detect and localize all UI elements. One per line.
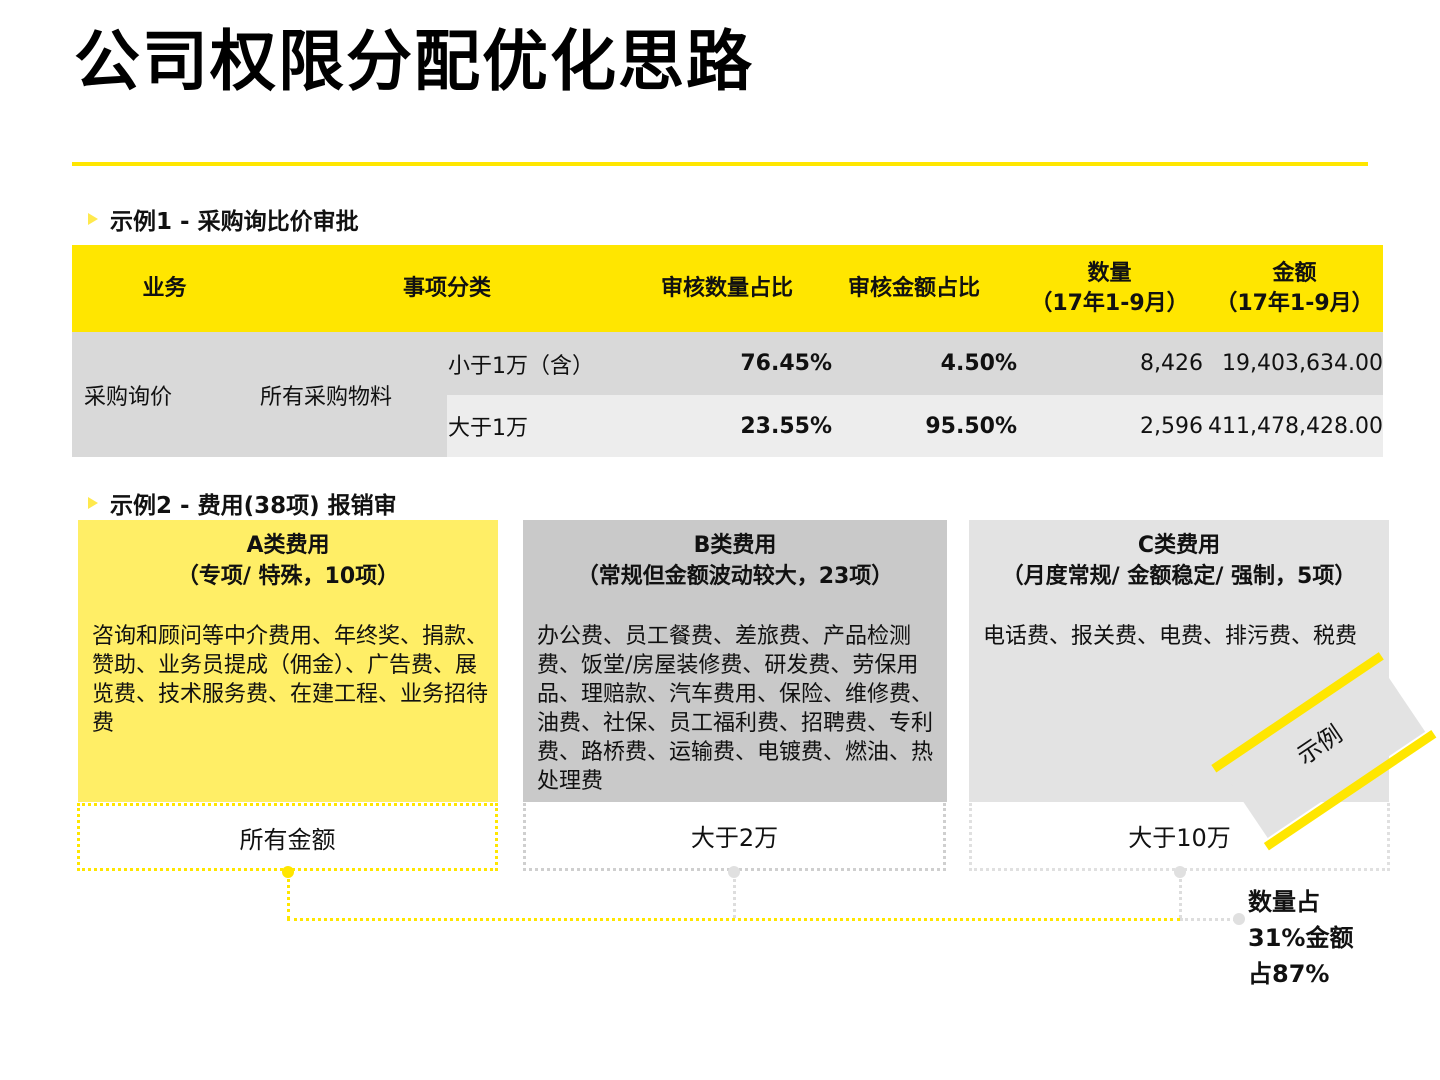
threshold-a: 所有金额 (77, 803, 498, 871)
cell-count-2: 2,596 (1140, 413, 1203, 439)
connector-dot-c (1174, 866, 1186, 878)
card-a-body: 咨询和顾问等中介费用、年终奖、捐款、赞助、业务员提成（佣金）、广告费、展览费、技… (92, 624, 489, 736)
connector-a (287, 872, 290, 920)
threshold-b: 大于2万 (523, 803, 946, 871)
cell-count-ratio-2: 23.55% (740, 413, 832, 439)
connector-dot-b (728, 866, 740, 878)
section-2-heading: 示例2 - 费用(38项) 报销审 (88, 486, 397, 520)
card-c-subtitle: （月度常规/ 金额稳定/ 强制，5项） (1001, 564, 1357, 589)
section-1-heading: 示例1 - 采购询比价审批 (88, 202, 359, 236)
table-body: 采购询价 所有采购物料 小于1万（含） 76.45% 4.50% 8,426 1… (72, 332, 1383, 457)
cell-amount-2: 411,478,428.00 (1208, 413, 1383, 439)
cell-amount-1: 19,403,634.00 (1222, 351, 1383, 376)
summary-text: 数量占 31%金额 占87% (1248, 888, 1354, 988)
header-business: 业务 (142, 275, 187, 301)
connector-c (1179, 872, 1182, 918)
card-c-body: 电话费、报关费、电费、排污费、税费 (983, 624, 1358, 649)
expense-card-c: C类费用 （月度常规/ 金额稳定/ 强制，5项） 电话费、报关费、电费、排污费、… (969, 520, 1389, 802)
section-1-heading-text: 示例1 - 采购询比价审批 (110, 209, 359, 235)
cell-range-1: 小于1万（含） (448, 353, 594, 379)
title-divider (72, 162, 1368, 166)
cell-count-ratio-1: 76.45% (740, 351, 832, 376)
cell-business: 采购询价 (84, 384, 173, 410)
cell-range-2: 大于1万 (448, 416, 528, 441)
expense-card-a: A类费用 （专项/ 特殊，10项） 咨询和顾问等中介费用、年终奖、捐款、赞助、业… (78, 520, 498, 802)
section-2-heading-text: 示例2 - 费用(38项) 报销审 (110, 493, 397, 519)
page-title: 公司权限分配优化思路 (74, 23, 754, 100)
card-a-title: A类费用 (246, 533, 330, 558)
cell-amount-ratio-2: 95.50% (925, 413, 1017, 439)
connector-line-end (1180, 918, 1236, 921)
cell-amount-ratio-1: 4.50% (940, 351, 1017, 376)
card-b-subtitle: （常规但金额波动较大，23项） (576, 564, 894, 589)
card-b-title: B类费用 (693, 533, 777, 558)
expense-card-b: B类费用 （常规但金额波动较大，23项） 办公费、员工餐费、差旅费、产品检测费、… (523, 520, 947, 802)
cell-count-1: 8,426 (1140, 351, 1203, 376)
threshold-c: 大于10万 (969, 803, 1390, 871)
header-count-ratio: 审核数量占比 (660, 275, 793, 301)
connector-dot-a (282, 866, 294, 878)
triangle-bullet-icon (88, 497, 98, 509)
connector-dot-end (1233, 913, 1245, 925)
card-a-subtitle: （专项/ 特殊，10项） (176, 564, 400, 589)
cell-material: 所有采购物料 (260, 384, 393, 410)
header-amount: 金额 （17年1-9月） (1215, 260, 1374, 316)
header-category: 事项分类 (402, 275, 491, 301)
purchase-approval-table: 业务 事项分类 审核数量占比 审核金额占比 数量 （17年1-9月） 金额 （1… (72, 245, 1383, 457)
connector-line (287, 918, 1180, 921)
header-amount-ratio: 审核金额占比 (847, 275, 980, 301)
table-header: 业务 事项分类 审核数量占比 审核金额占比 数量 （17年1-9月） 金额 （1… (72, 245, 1383, 332)
card-c-title: C类费用 (1137, 533, 1221, 558)
connector-b (733, 872, 736, 918)
card-b-body: 办公费、员工餐费、差旅费、产品检测费、饭堂/房屋装修费、研发费、劳保用品、理赔款… (537, 624, 934, 794)
triangle-bullet-icon (88, 213, 98, 225)
header-count: 数量 （17年1-9月） (1030, 260, 1189, 316)
